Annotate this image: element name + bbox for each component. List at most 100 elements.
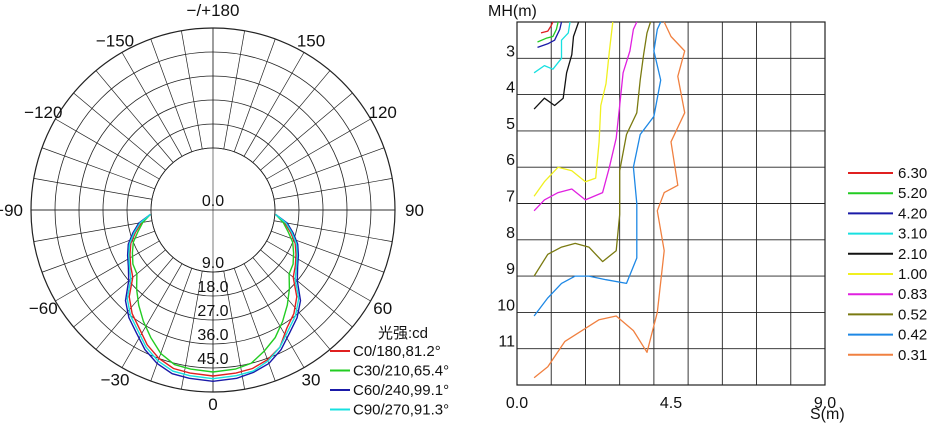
polar-spoke [150,268,193,382]
polar-spoke [271,230,385,273]
isolux-curve [533,21,571,74]
polar-radial-label: 36.0 [197,327,228,344]
legend-label: C0/180,81.2° [353,343,441,360]
isolux-curve [533,21,652,277]
legend-label: 0.52 [898,306,927,323]
x-tick-label: 0.0 [506,395,528,412]
polar-spoke [252,257,331,350]
polar-angle-label: 90 [405,201,424,220]
plot-frame [516,21,826,386]
polar-spoke [95,70,174,163]
polar-spoke [121,52,183,157]
y-tick-label: 4 [506,80,515,97]
legend-label: 2.10 [898,246,927,263]
legend-label: C30/210,65.4° [353,363,449,380]
polar-spoke [243,263,305,368]
x-tick-label: 9.0 [814,395,836,412]
polar-intensity-chart: 0.0 9.0 18.0 27.0 36.0 45.0 −/+180 150 −150 120 −1… [0,1,424,414]
legend-label: 1.00 [898,266,927,283]
polar-series-curve [124,213,302,383]
polar-angle-label: −90 [0,201,23,220]
polar-angle-label: 0 [208,395,217,414]
polar-legend: 光强:cd C0/180,81.2° C30/210,65.4° C60/240,9… [330,325,449,419]
y-tick-label: 7 [506,189,515,206]
polar-radial-label: 18.0 [197,279,228,296]
polar-spoke [266,118,371,180]
polar-spoke [223,270,245,390]
polar-spoke [266,240,371,302]
legend-label: 5.20 [898,185,927,202]
polar-spoke [233,38,276,152]
isolux-curve [540,21,554,34]
y-tick-label: 3 [506,43,515,60]
polar-spoke [181,270,203,390]
polar-series-curve [126,213,300,380]
isolux-chart: MH(m) S(m) 3 4 5 6 7 8 9 10 11 0.0 4.5 9.0 [488,3,845,423]
x-axis-label: S(m) [810,406,845,423]
y-tick-label: 8 [506,225,515,242]
polar-radial-label: 0.0 [202,193,224,210]
polar-spoke [73,92,166,171]
legend-label: 6.30 [898,165,927,182]
isolux-curve [533,21,614,197]
isolux-curve [533,21,580,110]
polar-spoke [181,30,203,150]
polar-angle-label: −30 [101,371,130,390]
polar-spoke [33,178,153,200]
polar-angle-label: −/+180 [187,1,240,20]
polar-unit-label: 光强:cd [378,325,428,342]
polar-spoke [55,240,160,302]
polar-spoke [33,220,153,242]
polar-spoke [41,230,155,273]
x-tick-label: 4.5 [660,395,682,412]
polar-spoke [260,249,353,328]
polar-spoke [252,70,331,163]
polar-spoke [121,263,183,368]
polar-spoke [150,38,193,152]
polar-spoke [55,118,160,180]
polar-angle-label: 60 [373,299,392,318]
polar-angle-label: 30 [302,371,321,390]
polar-series-curve [131,213,295,373]
y-tick-label: 11 [498,334,515,351]
polar-radial-label: 27.0 [197,303,228,320]
polar-spoke [95,257,174,350]
legend-label: C60/240,99.1° [353,382,449,399]
legend-label: 0.83 [898,286,927,303]
polar-radial-label: 45.0 [197,351,228,368]
polar-spoke [260,92,353,171]
y-tick-label: 6 [506,152,515,169]
isolux-curve [533,21,638,212]
isolux-curve [537,21,563,49]
y-axis-label: MH(m) [488,3,537,20]
polar-spoke [273,178,393,200]
polar-series-curve [128,213,298,377]
isolux-legend: 6.30 5.20 4.20 3.10 2.10 1.00 0.83 0.52 0.42 0.31 [848,165,927,364]
polar-spoke [243,52,305,157]
polar-spoke [41,147,155,190]
polar-spoke [223,30,245,150]
polar-spoke [271,147,385,190]
legend-label: 4.20 [898,205,927,222]
polar-spoke [73,249,166,328]
polar-angle-label: −60 [29,299,58,318]
legend-label: 3.10 [898,226,927,243]
polar-angle-label: 150 [297,31,325,50]
polar-spoke [233,268,276,382]
y-tick-label: 10 [497,297,515,314]
polar-angle-label: 120 [369,103,397,122]
y-tick-label: 9 [506,261,515,278]
y-tick-label: 5 [506,116,515,133]
legend-label: 0.31 [898,347,927,364]
polar-angle-label: −120 [24,103,62,122]
polar-angle-label: −150 [96,31,134,50]
isolux-curve [537,21,559,43]
legend-label: 0.42 [898,327,927,344]
polar-radial-label: 9.0 [202,255,224,272]
legend-label: C90/270,91.3° [353,402,449,419]
isolux-curve [533,21,686,379]
polar-spoke [273,220,393,242]
isolux-curve [533,21,662,317]
